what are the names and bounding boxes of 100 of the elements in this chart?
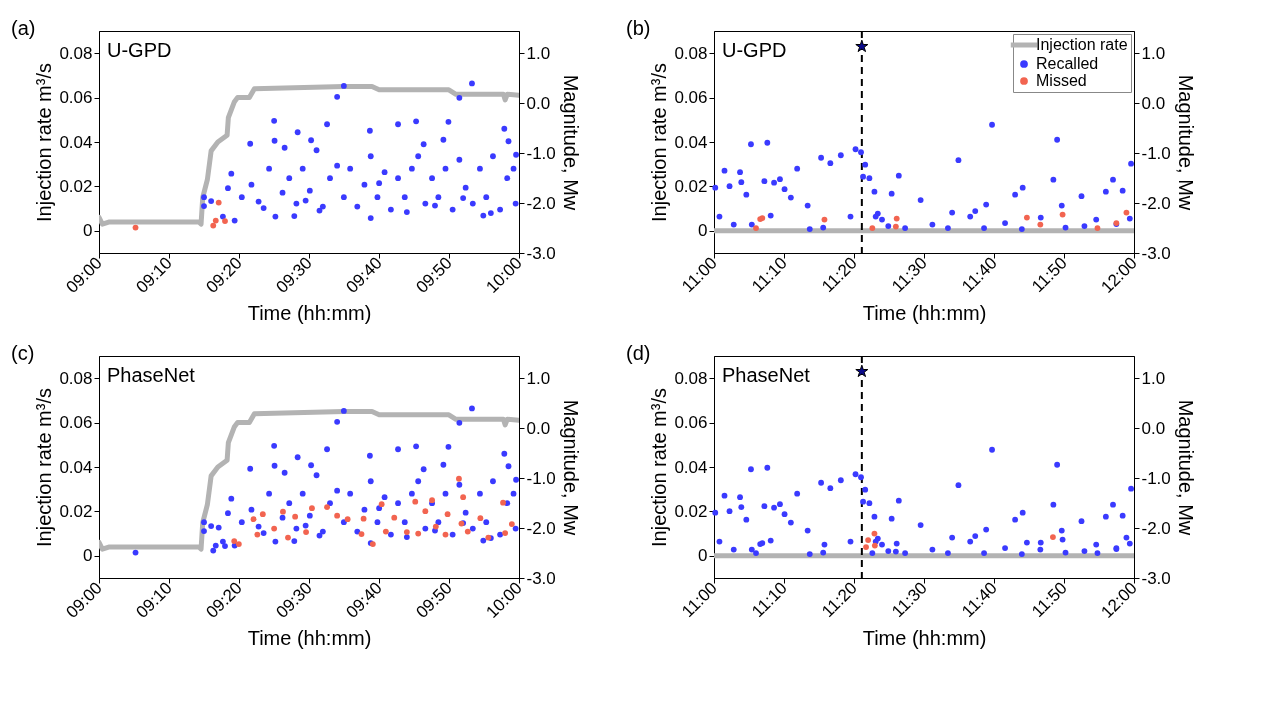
- y2-tick-label: -3.0: [1141, 243, 1171, 263]
- point: [821, 216, 828, 223]
- point: [500, 499, 506, 506]
- y-axis-title: Injection rate m³/s: [33, 63, 56, 222]
- y-tick-label: 0: [698, 221, 708, 241]
- y-tick-label: 0.06: [59, 88, 93, 108]
- y-tick-label: 0.04: [59, 457, 93, 477]
- y-tick-label: 0.04: [674, 457, 708, 477]
- point: [892, 223, 899, 230]
- annotation: U-GPD: [107, 39, 172, 61]
- y2-tick-label: -3.0: [526, 243, 556, 263]
- point: [403, 529, 410, 536]
- point: [855, 364, 869, 378]
- point: [344, 516, 351, 523]
- point: [212, 217, 219, 224]
- point: [222, 218, 228, 224]
- y-tick-label: 0.08: [674, 43, 708, 63]
- y-tick-label: 0.08: [674, 368, 708, 388]
- point: [1059, 211, 1066, 218]
- y-tick-label: 0.02: [674, 176, 708, 196]
- point: [215, 199, 222, 206]
- y-axis-title: Injection rate m³/s: [33, 388, 56, 547]
- point: [869, 225, 876, 231]
- y2-tick-label: -3.0: [526, 568, 556, 588]
- point: [460, 494, 467, 501]
- y-tick-label: 0.02: [59, 501, 93, 521]
- text: (b): [626, 17, 651, 39]
- point: [235, 541, 242, 547]
- y-tick-label: 0.08: [59, 43, 93, 63]
- y2-axis-title: Magnitude, Mw: [559, 74, 582, 211]
- point: [871, 542, 878, 549]
- x-axis-title: Time (hh:mm): [247, 627, 372, 650]
- y-tick-label: 0.02: [59, 176, 93, 196]
- point: [432, 523, 439, 530]
- y2-tick-label: 1.0: [1141, 43, 1166, 63]
- point: [893, 215, 900, 222]
- y-tick-label: 0: [83, 546, 93, 566]
- y-tick-label: 0.06: [674, 413, 708, 433]
- y-tick-label: 0.04: [674, 132, 708, 152]
- y2-tick-label: 0.0: [1141, 93, 1166, 113]
- legend-label: Missed: [1036, 72, 1087, 89]
- y-axis-title: Injection rate m³/s: [648, 388, 671, 547]
- y-tick-label: 0: [83, 221, 93, 241]
- y2-tick-label: -2.0: [526, 193, 556, 213]
- y-tick-label: 0.04: [59, 132, 93, 152]
- point: [254, 531, 261, 538]
- y2-tick-label: -1.0: [526, 468, 556, 488]
- point: [1023, 214, 1030, 221]
- point: [502, 530, 509, 537]
- point: [456, 475, 462, 482]
- point: [508, 521, 515, 528]
- y2-tick-label: -2.0: [1141, 518, 1171, 538]
- point: [444, 511, 451, 518]
- point: [280, 508, 286, 515]
- text: (a): [11, 17, 36, 39]
- point: [324, 504, 330, 511]
- point: [855, 39, 869, 53]
- y2-axis-title: Magnitude, Mw: [1174, 74, 1197, 211]
- y2-axis-title: Magnitude, Mw: [559, 399, 582, 536]
- annotation: U-GPD: [722, 39, 787, 61]
- point: [250, 516, 257, 523]
- point: [415, 530, 422, 537]
- point: [442, 531, 449, 538]
- y2-tick-label: -1.0: [1141, 143, 1171, 163]
- x-axis-title: Time (hh:mm): [247, 302, 372, 325]
- point: [753, 225, 759, 231]
- point: [1094, 225, 1101, 231]
- point: [1050, 534, 1056, 540]
- text: (d): [626, 342, 651, 364]
- x-axis-title: Time (hh:mm): [862, 627, 987, 650]
- annotation: PhaseNet: [107, 364, 196, 386]
- y2-tick-label: -2.0: [526, 518, 556, 538]
- point: [863, 544, 869, 550]
- point: [1123, 209, 1130, 216]
- point: [309, 505, 315, 512]
- point: [132, 224, 139, 231]
- y-tick-label: 0.08: [59, 368, 93, 388]
- point: [210, 222, 217, 229]
- point: [271, 525, 278, 532]
- point: [464, 528, 471, 535]
- y2-tick-label: 0.0: [526, 418, 551, 438]
- point: [259, 511, 266, 518]
- point: [358, 531, 365, 538]
- point: [391, 514, 398, 521]
- point: [412, 498, 419, 505]
- point: [360, 515, 367, 522]
- y2-tick-label: -2.0: [1141, 193, 1171, 213]
- y-tick-label: 0.06: [59, 413, 93, 433]
- point: [303, 529, 309, 536]
- point: [477, 515, 484, 522]
- point: [378, 501, 385, 508]
- y2-tick-label: 1.0: [526, 43, 551, 63]
- point: [285, 534, 291, 541]
- y-tick-label: 0: [698, 546, 708, 566]
- y2-tick-label: 1.0: [1141, 368, 1166, 388]
- point: [871, 530, 878, 537]
- text: (c): [11, 342, 35, 364]
- point: [422, 508, 429, 515]
- y2-tick-label: -1.0: [526, 143, 556, 163]
- y2-tick-label: 0.0: [526, 93, 551, 113]
